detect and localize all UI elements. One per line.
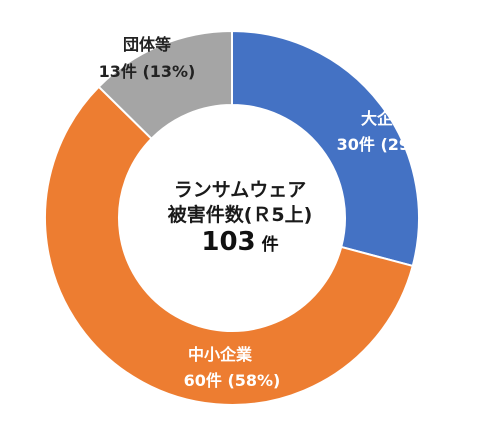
slice-label-name: 大企業 [361, 109, 410, 128]
slice-label-value: 30件 (29%) [337, 135, 434, 154]
slice-label-name: 中小企業 [188, 345, 253, 364]
slice-large-enterprise [231, 29, 420, 268]
slice-sme [44, 85, 414, 406]
center-total: 103 件 [201, 227, 278, 257]
slice-organizations [97, 29, 233, 141]
center-summary: ランサムウェア 被害件数(Ｒ5上) 103 件 [168, 179, 313, 257]
slice-label-name: 団体等 [123, 35, 171, 54]
center-title-line1: ランサムウェア [174, 179, 307, 201]
center-total-unit: 件 [262, 234, 279, 255]
slice-label-sme: 中小企業 60件 (58%) [184, 345, 281, 390]
slice-label-value: 13件 (13%) [99, 62, 196, 81]
slice-label-large-enterprise: 大企業 30件 (29%) [337, 109, 434, 154]
center-total-value: 103 [201, 227, 255, 257]
slice-label-organizations: 団体等 13件 (13%) [99, 35, 196, 81]
center-title-line2: 被害件数(Ｒ5上) [168, 203, 313, 226]
slice-label-value: 60件 (58%) [184, 371, 281, 390]
donut-slices [44, 29, 420, 406]
